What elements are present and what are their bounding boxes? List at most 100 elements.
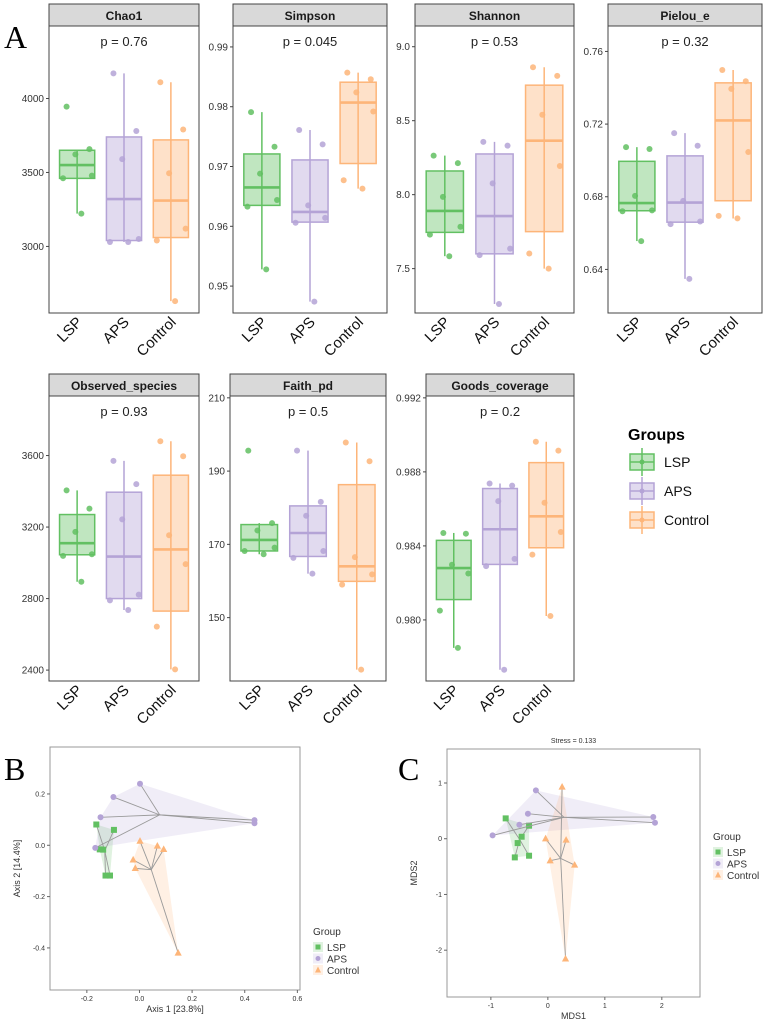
data-point bbox=[697, 218, 704, 225]
box-iqr bbox=[105, 491, 143, 600]
data-point bbox=[78, 210, 85, 217]
x-tick-label: -1 bbox=[488, 1003, 494, 1010]
point-triangle bbox=[174, 949, 182, 956]
point-triangle bbox=[571, 861, 579, 868]
box-aps bbox=[288, 447, 328, 577]
y-tick-label: 3200 bbox=[22, 523, 45, 534]
data-point bbox=[263, 266, 270, 273]
y-tick-label: 170 bbox=[208, 540, 225, 551]
data-point bbox=[632, 192, 639, 199]
ordination-plot-2: Stress = 0.133 -1 0 1 2 -2 -1 0 1 MDS1 MDS2 Group LS… bbox=[409, 738, 759, 1021]
data-point bbox=[296, 127, 303, 134]
data-point bbox=[311, 298, 318, 305]
data-point bbox=[501, 666, 508, 673]
data-point bbox=[526, 250, 533, 257]
point-square bbox=[514, 840, 521, 847]
data-point bbox=[454, 644, 461, 651]
facet-title: Faith_pd bbox=[283, 379, 333, 393]
panel-label-c: C bbox=[398, 751, 419, 787]
facet-title: Observed_species bbox=[71, 379, 177, 393]
hull-control bbox=[545, 787, 575, 959]
p-value-label: p = 0.2 bbox=[480, 404, 520, 419]
data-point bbox=[476, 252, 483, 259]
y-tick-label: 0.980 bbox=[396, 615, 421, 626]
point-circle bbox=[92, 844, 99, 851]
legend-label: LSP bbox=[664, 454, 690, 470]
y-tick-label: 9.0 bbox=[396, 42, 410, 53]
data-point bbox=[554, 72, 561, 79]
data-point bbox=[530, 64, 537, 71]
point-circle bbox=[532, 787, 539, 794]
data-point bbox=[340, 177, 347, 184]
spider-line bbox=[560, 858, 566, 959]
x-axis-title: Axis 1 [23.8%] bbox=[146, 1004, 204, 1014]
data-point bbox=[294, 447, 301, 454]
data-point bbox=[292, 219, 299, 226]
data-point bbox=[671, 130, 678, 137]
point-triangle bbox=[160, 845, 168, 852]
box-aps bbox=[475, 138, 514, 307]
point-triangle bbox=[129, 855, 137, 863]
x-tick-label: APS bbox=[100, 314, 133, 347]
point-triangle bbox=[153, 842, 161, 849]
data-point bbox=[449, 561, 456, 568]
data-point bbox=[439, 193, 446, 200]
x-tick-label: Control bbox=[321, 314, 367, 360]
point-triangle bbox=[131, 864, 139, 871]
data-point bbox=[623, 144, 630, 151]
data-point bbox=[556, 162, 563, 169]
y-tick-label: 0.64 bbox=[584, 265, 604, 276]
legend-label: Control bbox=[664, 512, 709, 528]
data-point bbox=[680, 197, 687, 204]
point-circle bbox=[650, 814, 657, 821]
data-point bbox=[344, 69, 351, 76]
facet-title: Pielou_e bbox=[660, 9, 710, 23]
point-square bbox=[518, 833, 525, 840]
data-point bbox=[133, 128, 140, 135]
spider-line bbox=[113, 796, 160, 816]
legend-title: Group bbox=[313, 927, 341, 938]
y-tick-label: 4000 bbox=[22, 94, 45, 105]
legend-point-icon bbox=[639, 488, 645, 494]
data-point bbox=[303, 512, 310, 519]
data-point bbox=[745, 149, 752, 156]
data-point bbox=[457, 223, 464, 230]
point-circle bbox=[651, 819, 658, 826]
spider-line bbox=[159, 814, 255, 821]
y-tick-label: 0.68 bbox=[584, 192, 604, 203]
plot-area bbox=[48, 395, 200, 682]
box-aps bbox=[481, 480, 519, 673]
panel-label-b: B bbox=[4, 751, 25, 787]
data-point bbox=[694, 142, 701, 149]
spider-line bbox=[104, 850, 106, 876]
point-square bbox=[526, 822, 533, 829]
y-tick-label: 0.98 bbox=[209, 102, 229, 113]
data-point bbox=[135, 236, 142, 243]
spider-line bbox=[150, 869, 179, 954]
data-point bbox=[541, 499, 548, 506]
legend-label: Control bbox=[327, 966, 359, 977]
y-tick-label: 190 bbox=[208, 467, 225, 478]
y-tick-label: 0.99 bbox=[209, 42, 229, 53]
x-tick-label: LSP bbox=[614, 314, 646, 346]
data-point bbox=[119, 156, 126, 163]
x-tick-label: APS bbox=[470, 314, 503, 347]
data-point bbox=[342, 439, 349, 446]
data-point bbox=[72, 528, 79, 535]
point-circle bbox=[489, 832, 496, 839]
legend-title: Groups bbox=[628, 427, 685, 444]
point-square bbox=[102, 872, 109, 879]
spider-line bbox=[519, 816, 565, 826]
data-point bbox=[486, 480, 493, 487]
data-point bbox=[271, 143, 278, 150]
point-square bbox=[526, 852, 533, 859]
point-triangle bbox=[541, 834, 550, 842]
x-tick-label: LSP bbox=[236, 682, 268, 714]
point-triangle bbox=[558, 783, 566, 790]
point-square bbox=[96, 846, 103, 853]
data-point bbox=[269, 520, 276, 527]
data-point bbox=[172, 298, 179, 305]
